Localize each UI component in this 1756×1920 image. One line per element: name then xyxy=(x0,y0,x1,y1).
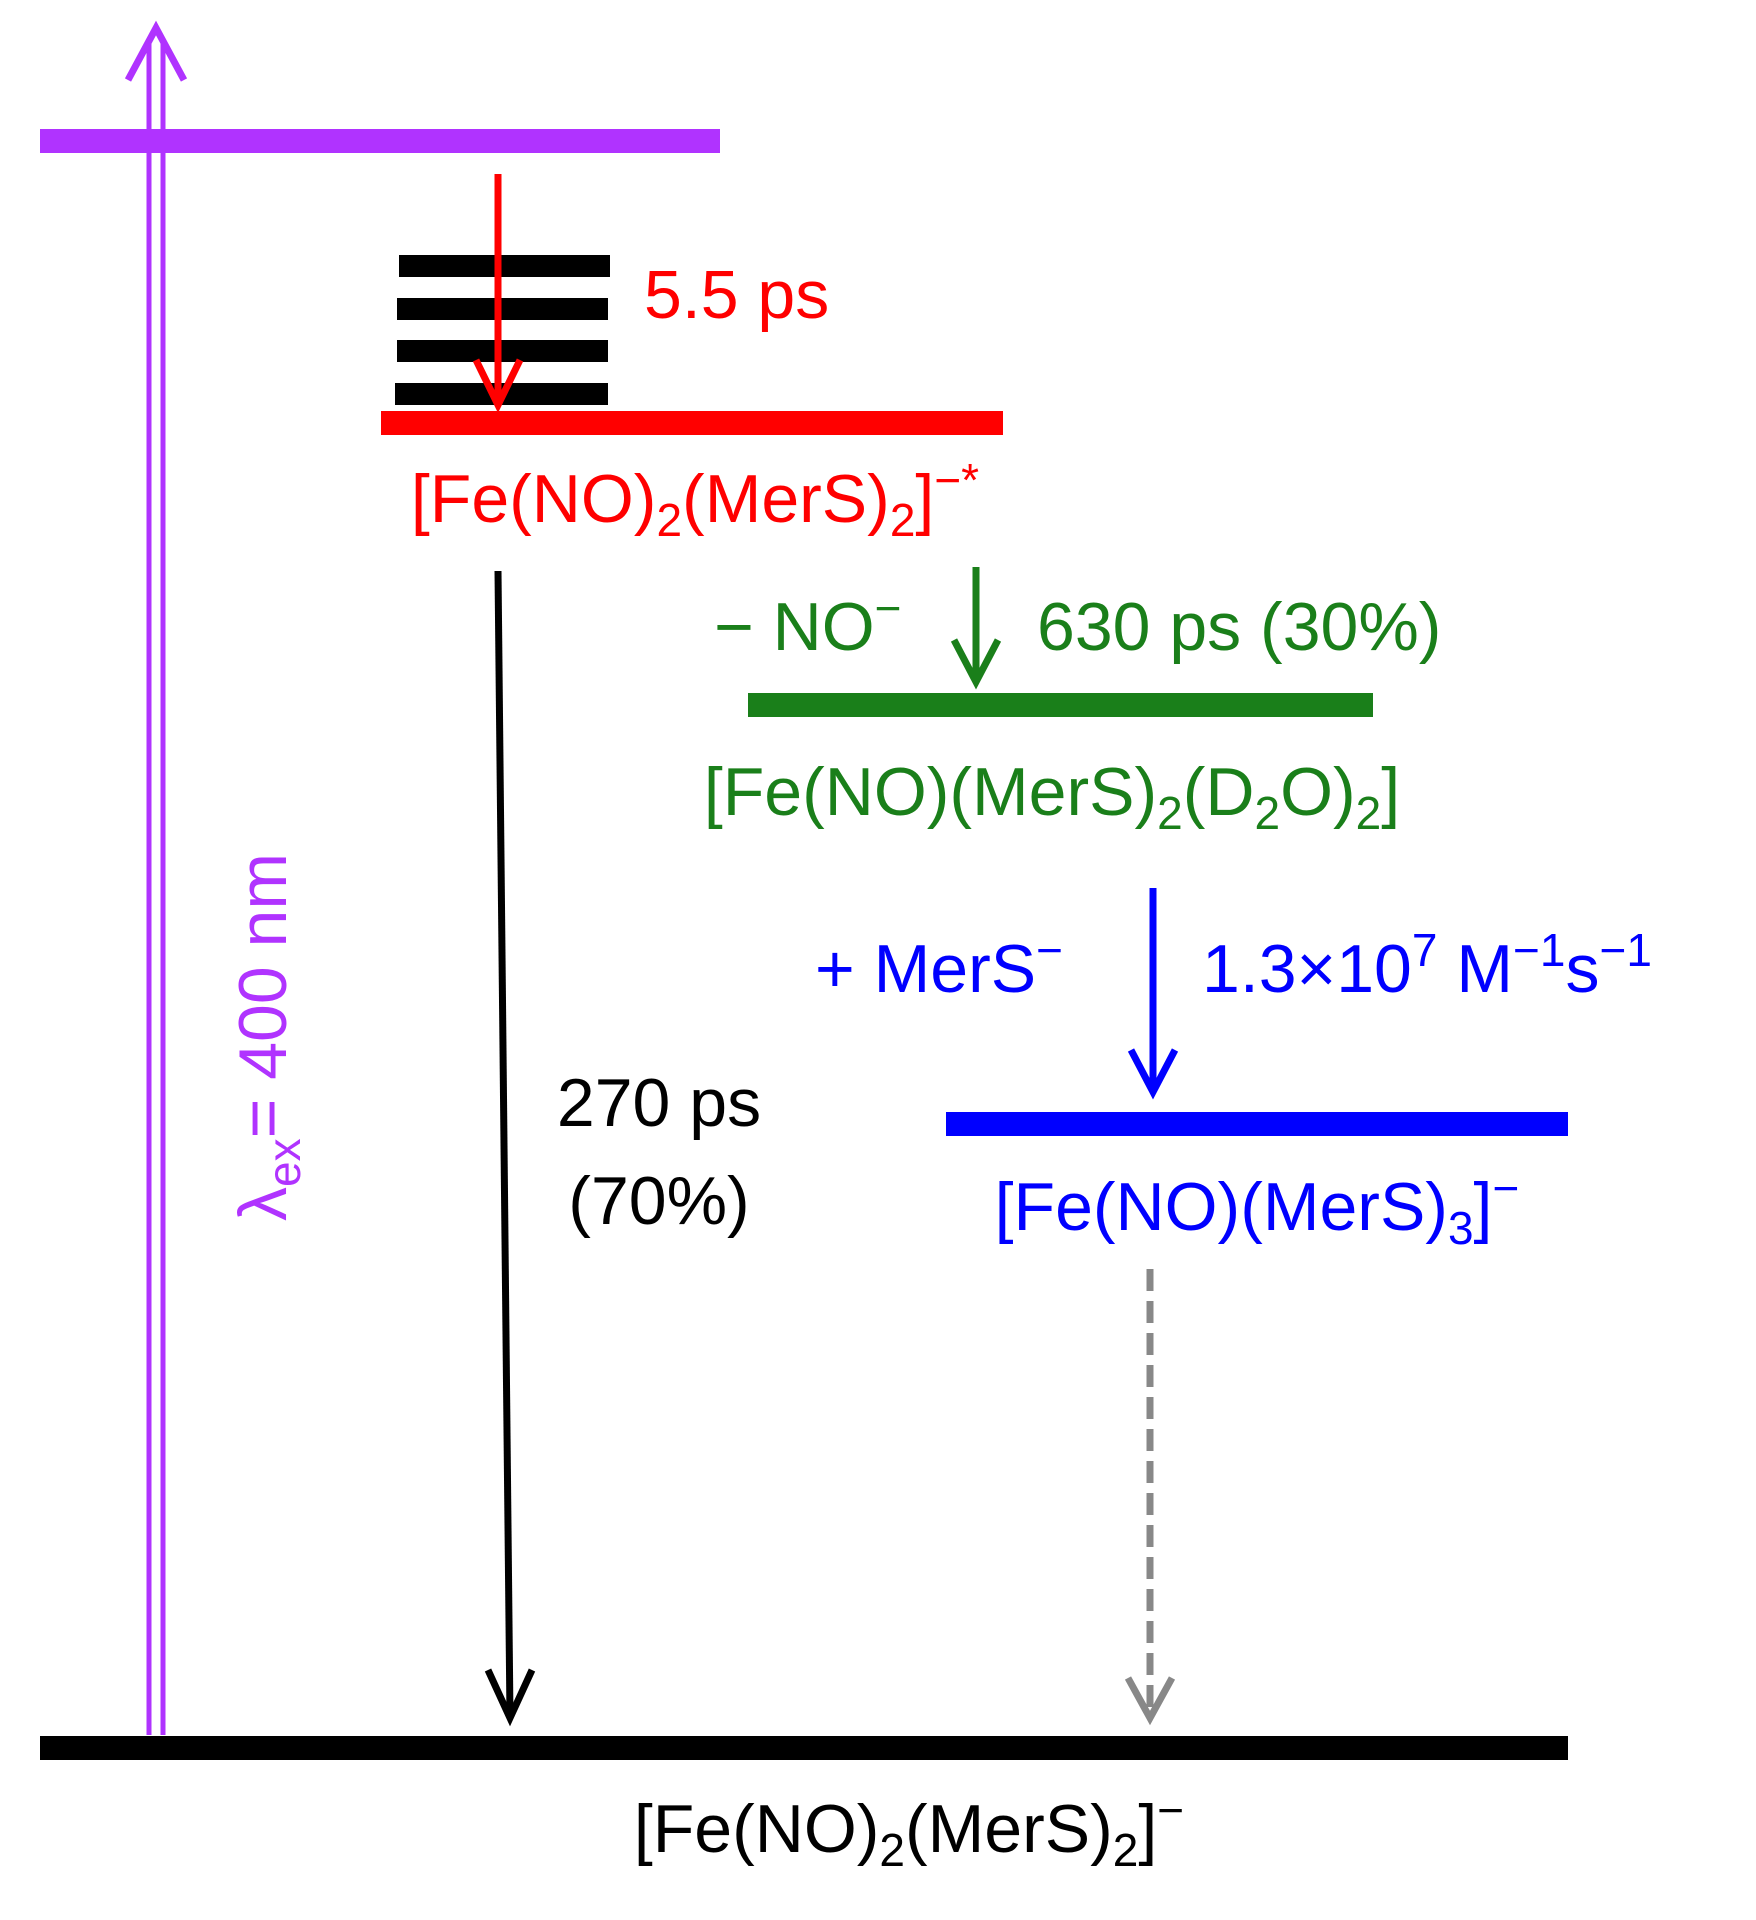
relaxation-time: 5.5 ps xyxy=(644,257,829,333)
gain-label: + MerS− xyxy=(815,924,1063,1007)
rate-constant: 1.3×107 M−1s−1 xyxy=(1202,924,1652,1007)
decay-yield: (70%) xyxy=(568,1163,749,1239)
dissociation-time: 630 ps (30%) xyxy=(1037,589,1441,665)
state-label: [Fe(NO)2(MerS)2]−* xyxy=(411,454,979,546)
decay-arrow xyxy=(484,570,536,1727)
state-label: [Fe(NO)(MerS)2(D2O)2] xyxy=(704,754,1400,839)
state-label: [Fe(NO)(MerS)3]− xyxy=(995,1162,1520,1254)
excitation-arrow xyxy=(124,20,188,1735)
excitation-label: λex= 400 nm xyxy=(225,853,310,1221)
dashed-arrow xyxy=(1124,1269,1176,1726)
decay-time: 270 ps xyxy=(557,1065,761,1141)
state-label: [Fe(NO)2(MerS)2]− xyxy=(634,1784,1184,1876)
loss-label: − NO− xyxy=(714,582,901,665)
dissociation-arrow xyxy=(950,567,1002,690)
vibrational-levels xyxy=(395,255,610,405)
association-arrow xyxy=(1127,888,1179,1100)
relaxation-arrow xyxy=(472,174,524,413)
